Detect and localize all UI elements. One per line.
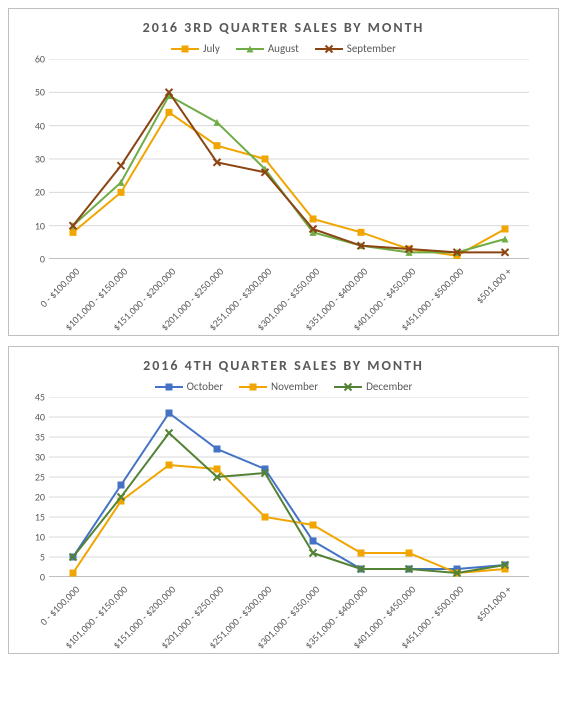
y-axis-label: 30 — [35, 451, 45, 464]
legend-item-august: August — [236, 42, 299, 55]
y-axis-label: 35 — [35, 431, 45, 444]
legend-label: November — [271, 380, 318, 393]
series-line-october — [73, 413, 505, 569]
legend-label: July — [203, 42, 220, 55]
chart-panel-1: 2016 4TH QUARTER SALES BY MONTH October No… — [8, 346, 559, 654]
plot-area: 051015202530354045 — [49, 397, 529, 577]
y-axis-label: 50 — [35, 86, 45, 99]
legend-item-september: September — [315, 42, 396, 55]
y-axis-label: 20 — [35, 186, 45, 199]
series-line-july — [73, 112, 505, 255]
legend-label: October — [187, 380, 223, 393]
legend-swatch-icon — [315, 43, 343, 55]
legend-item-november: November — [239, 380, 318, 393]
legend-swatch-icon — [171, 43, 199, 55]
y-axis-label: 25 — [35, 471, 45, 484]
legend-label: August — [268, 42, 299, 55]
legend-label: September — [347, 42, 396, 55]
chart-svg — [49, 59, 529, 259]
legend-swatch-icon — [236, 43, 264, 55]
x-axis-label: $501,000 + — [473, 265, 514, 306]
x-axis-labels: 0 - $100,000$101,000 - $150,000$151,000 … — [49, 259, 529, 329]
chart-title: 2016 3RD QUARTER SALES BY MONTH — [21, 19, 546, 36]
y-axis-label: 10 — [35, 531, 45, 544]
chart-title: 2016 4TH QUARTER SALES BY MONTH — [21, 357, 546, 374]
chart-svg — [49, 397, 529, 577]
y-axis-label: 45 — [35, 391, 45, 404]
y-axis-label: 40 — [35, 119, 45, 132]
series-line-december — [73, 433, 505, 573]
y-axis-label: 30 — [35, 153, 45, 166]
y-axis-label: 40 — [35, 411, 45, 424]
legend: July August September — [21, 42, 546, 55]
series-line-august — [73, 96, 505, 253]
y-axis-label: 20 — [35, 491, 45, 504]
series-line-september — [73, 92, 505, 252]
x-axis-label: 0 - $100,000 — [37, 583, 82, 628]
y-axis-label: 10 — [35, 219, 45, 232]
x-axis-label: 0 - $100,000 — [37, 265, 82, 310]
y-axis-label: 5 — [40, 551, 45, 564]
y-axis-label: 0 — [40, 571, 45, 584]
x-axis-label: $501,000 + — [473, 583, 514, 624]
legend-swatch-icon — [239, 381, 267, 393]
plot-area: 0102030405060 — [49, 59, 529, 259]
legend-label: December — [366, 380, 412, 393]
y-axis-label: 60 — [35, 53, 45, 66]
legend-swatch-icon — [155, 381, 183, 393]
legend-item-december: December — [334, 380, 412, 393]
legend-item-october: October — [155, 380, 223, 393]
chart-panel-0: 2016 3RD QUARTER SALES BY MONTH July Augus… — [8, 8, 559, 336]
legend-swatch-icon — [334, 381, 362, 393]
y-axis-label: 15 — [35, 511, 45, 524]
y-axis-label: 0 — [40, 253, 45, 266]
legend: October November December — [21, 380, 546, 393]
legend-item-july: July — [171, 42, 220, 55]
x-axis-labels: 0 - $100,000$101,000 - $150,000$151,000 … — [49, 577, 529, 647]
